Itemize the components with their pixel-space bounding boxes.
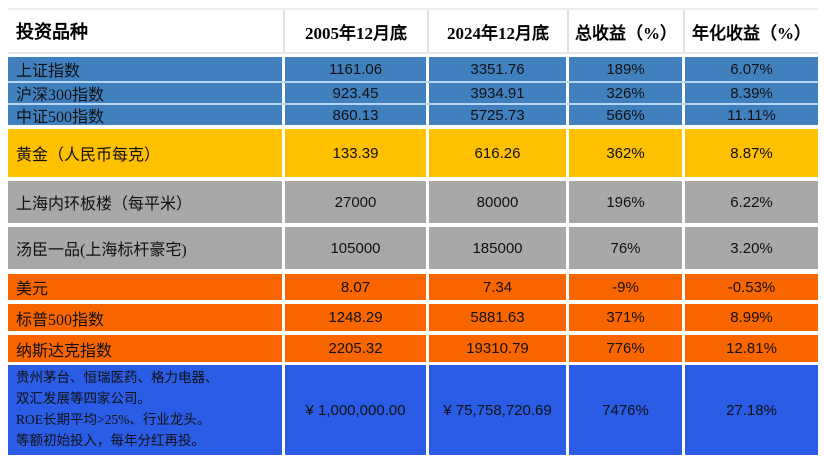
cell-total-return: 776% <box>569 335 685 362</box>
cell-annualized-return: 27.18% <box>685 365 818 455</box>
cell-asset-name: 纳斯达克指数 <box>8 335 285 362</box>
header-total-return: 总收益（%） <box>569 10 685 52</box>
cell-total-return: 196% <box>569 181 685 223</box>
header-2005: 2005年12月底 <box>285 10 429 52</box>
cell-asset-name: 沪深300指数 <box>8 83 285 103</box>
cell-asset-name: 贵州茅台、恒瑞医药、格力电器、 双汇发展等四家公司。 ROE长期平均>25%、行… <box>8 365 285 455</box>
cell-asset-name: 上海内环板楼（每平米） <box>8 181 285 223</box>
cell-total-return: 566% <box>569 105 685 125</box>
cell-value-2005: 105000 <box>285 227 429 269</box>
cell-annualized-return: 6.07% <box>685 57 818 81</box>
row-sse-index: 上证指数 1161.06 3351.76 189% 6.07% <box>8 57 818 81</box>
cell-value-2005: 1161.06 <box>285 57 429 81</box>
cell-asset-name: 上证指数 <box>8 57 285 81</box>
row-tomson-riviera: 汤臣一品(上海标杆豪宅) 105000 185000 76% 3.20% <box>8 227 818 269</box>
cell-total-return: 7476% <box>569 365 685 455</box>
cell-value-2005: ¥ 1,000,000.00 <box>285 365 429 455</box>
cell-total-return: 371% <box>569 304 685 331</box>
investment-comparison-table: 投资品种 2005年12月底 2024年12月底 总收益（%） 年化收益（%） … <box>8 8 818 455</box>
cell-value-2005: 860.13 <box>285 105 429 125</box>
cell-asset-name: 中证500指数 <box>8 105 285 125</box>
cell-value-2005: 27000 <box>285 181 429 223</box>
row-sp500-index: 标普500指数 1248.29 5881.63 371% 8.99% <box>8 304 818 331</box>
cell-value-2005: 1248.29 <box>285 304 429 331</box>
cell-annualized-return: -0.53% <box>685 274 818 300</box>
cell-value-2024: 3351.76 <box>429 57 569 81</box>
cell-total-return: 362% <box>569 129 685 177</box>
cell-value-2005: 8.07 <box>285 274 429 300</box>
cell-asset-name: 汤臣一品(上海标杆豪宅) <box>8 227 285 269</box>
cell-value-2024: 3934.91 <box>429 83 569 103</box>
cell-total-return: -9% <box>569 274 685 300</box>
cell-value-2024: 5881.63 <box>429 304 569 331</box>
header-2024: 2024年12月底 <box>429 10 569 52</box>
cell-value-2005: 2205.32 <box>285 335 429 362</box>
cell-annualized-return: 3.20% <box>685 227 818 269</box>
cell-value-2005: 133.39 <box>285 129 429 177</box>
cell-asset-name: 标普500指数 <box>8 304 285 331</box>
cell-value-2024: 19310.79 <box>429 335 569 362</box>
cell-annualized-return: 12.81% <box>685 335 818 362</box>
cell-value-2024: ¥ 75,758,720.69 <box>429 365 569 455</box>
row-gold: 黄金（人民币每克） 133.39 616.26 362% 8.87% <box>8 129 818 177</box>
row-shanghai-apartment: 上海内环板楼（每平米） 27000 80000 196% 6.22% <box>8 181 818 223</box>
table-header-row: 投资品种 2005年12月底 2024年12月底 总收益（%） 年化收益（%） <box>8 8 818 54</box>
cell-value-2024: 5725.73 <box>429 105 569 125</box>
cell-total-return: 326% <box>569 83 685 103</box>
cell-annualized-return: 8.99% <box>685 304 818 331</box>
cell-value-2024: 616.26 <box>429 129 569 177</box>
cell-value-2024: 185000 <box>429 227 569 269</box>
cell-asset-name: 黄金（人民币每克） <box>8 129 285 177</box>
header-asset-type: 投资品种 <box>8 10 285 52</box>
cell-annualized-return: 11.11% <box>685 105 818 125</box>
row-usd: 美元 8.07 7.34 -9% -0.53% <box>8 274 818 300</box>
cell-total-return: 189% <box>569 57 685 81</box>
cell-annualized-return: 8.39% <box>685 83 818 103</box>
row-csi500-index: 中证500指数 860.13 5725.73 566% 11.11% <box>8 103 818 125</box>
cell-annualized-return: 6.22% <box>685 181 818 223</box>
cell-value-2005: 923.45 <box>285 83 429 103</box>
row-stock-portfolio: 贵州茅台、恒瑞医药、格力电器、 双汇发展等四家公司。 ROE长期平均>25%、行… <box>8 365 818 455</box>
cell-value-2024: 7.34 <box>429 274 569 300</box>
row-nasdaq-index: 纳斯达克指数 2205.32 19310.79 776% 12.81% <box>8 335 818 362</box>
cell-asset-name: 美元 <box>8 274 285 300</box>
row-csi300-index: 沪深300指数 923.45 3934.91 326% 8.39% <box>8 81 818 103</box>
cell-annualized-return: 8.87% <box>685 129 818 177</box>
cell-value-2024: 80000 <box>429 181 569 223</box>
header-annualized-return: 年化收益（%） <box>685 10 818 52</box>
cell-total-return: 76% <box>569 227 685 269</box>
